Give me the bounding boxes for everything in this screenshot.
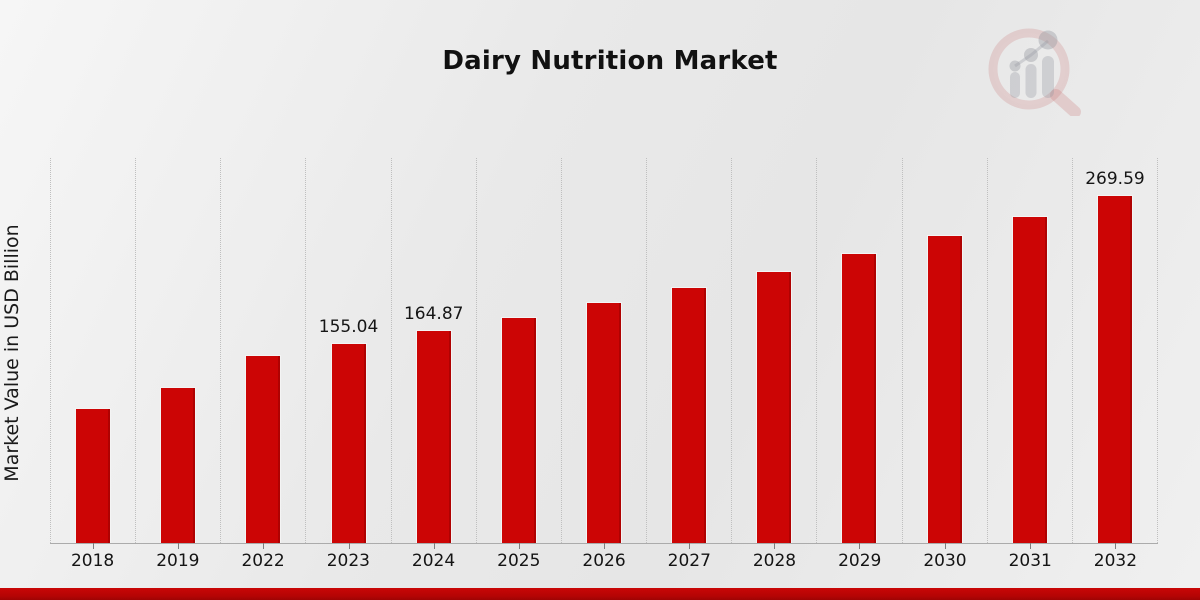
x-axis-label-2031: 2031	[1008, 551, 1052, 571]
bar-value-label-2023: 155.04	[318, 316, 379, 337]
x-axis-tick	[859, 543, 861, 549]
x-axis-label-2018: 2018	[70, 551, 115, 571]
x-axis-labels: 2018 2019 2022 2023 2024 2025 2026 2027 2028 2029…	[50, 551, 1158, 575]
x-axis-tick	[604, 543, 606, 549]
bar-2018	[75, 408, 112, 543]
x-axis-tick	[433, 543, 435, 549]
bar-2022	[245, 354, 282, 543]
bar-2026	[586, 302, 623, 543]
x-axis-label-2026: 2026	[582, 551, 626, 571]
x-axis-label-2028: 2028	[752, 551, 797, 571]
bar-2027	[671, 286, 708, 543]
footer-accent-bar	[0, 588, 1200, 600]
x-axis-tick	[1114, 543, 1116, 549]
magnifier-growth-chart-logo-icon	[988, 28, 1081, 116]
x-axis-label-2030: 2030	[923, 551, 967, 571]
x-axis-tick	[944, 543, 946, 549]
plot-column-2031	[986, 158, 1072, 549]
x-axis-tick	[178, 543, 180, 549]
bar-2019	[160, 387, 197, 543]
x-axis-tick	[1029, 543, 1031, 549]
plot-column-2028	[731, 158, 816, 549]
x-axis-tick	[263, 543, 265, 549]
plot-column-2022	[220, 158, 305, 549]
x-axis-label-2025: 2025	[497, 551, 541, 571]
bar-2025	[500, 316, 537, 543]
plot-column-2019	[135, 158, 220, 549]
bar-2028	[756, 270, 793, 543]
plot-column-2025	[475, 158, 561, 549]
plot-column-2024: 164.87	[390, 158, 476, 549]
bar-value-label-2032: 269.59	[1085, 168, 1145, 189]
plot-column-2027	[646, 158, 731, 549]
x-axis-label-2024: 2024	[411, 551, 456, 571]
plot-area: 155.04 164.87 269.59	[50, 158, 1159, 549]
plot-column-2023: 155.04	[305, 158, 390, 549]
x-axis-label-2032: 2032	[1093, 551, 1138, 571]
plot-column-2029	[816, 158, 901, 549]
bar-2029	[841, 253, 878, 543]
plot-column-2018	[50, 158, 135, 549]
y-axis-label: Market Value in USD Billion	[1, 224, 23, 482]
bar-2023	[330, 342, 367, 543]
x-axis-tick	[93, 543, 95, 549]
bar-value-label-2024: 164.87	[403, 304, 464, 324]
bar-2024	[415, 330, 452, 543]
x-axis-label-2029: 2029	[838, 551, 882, 571]
plot-column-2030	[901, 158, 987, 549]
bar-2032	[1096, 194, 1133, 543]
bar-2031	[1011, 215, 1048, 543]
x-axis-label-2023: 2023	[326, 551, 370, 571]
plot-column-2026	[560, 158, 646, 549]
x-axis-label-2019: 2019	[156, 551, 200, 571]
x-axis-tick	[348, 543, 350, 549]
bar-2030	[926, 235, 963, 543]
x-axis-tick	[518, 543, 520, 549]
x-axis-label-2027: 2027	[667, 551, 711, 571]
plot-column-2032: 269.59	[1071, 158, 1159, 549]
x-axis-tick	[689, 543, 691, 549]
x-axis-label-2022: 2022	[241, 551, 285, 571]
chart-title: Dairy Nutrition Market	[442, 46, 778, 76]
x-axis-tick	[774, 543, 776, 549]
